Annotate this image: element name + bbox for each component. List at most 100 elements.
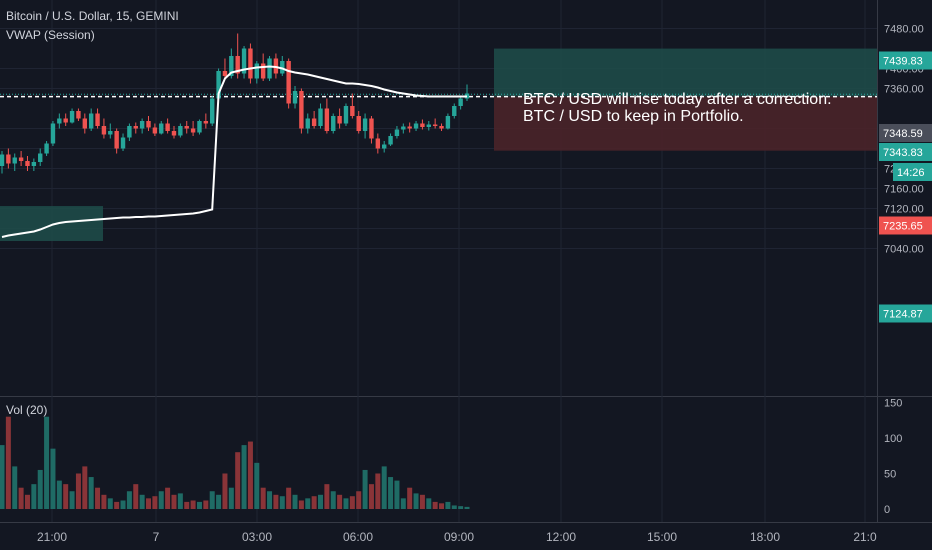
volume-bar bbox=[158, 491, 164, 509]
volume-bar bbox=[101, 494, 107, 509]
candle-body bbox=[375, 138, 381, 149]
volume-bar bbox=[190, 500, 196, 509]
trade-idea-annotation: BTC / USD will rise today after a correc… bbox=[523, 91, 832, 125]
volume-bar bbox=[177, 493, 183, 509]
volume-bar bbox=[107, 498, 113, 509]
candle-body bbox=[146, 121, 151, 128]
volume-bar bbox=[31, 484, 37, 509]
long-position-target-zone bbox=[494, 48, 877, 97]
candle-body bbox=[139, 121, 145, 129]
volume-legend[interactable]: Vol (20) bbox=[6, 403, 48, 417]
volume-bar bbox=[222, 473, 228, 509]
candle-body bbox=[407, 126, 412, 129]
candle-body bbox=[120, 137, 126, 149]
candle-body bbox=[133, 126, 138, 129]
volume-bar bbox=[439, 503, 445, 509]
candle-body bbox=[38, 153, 43, 162]
candle-body bbox=[292, 91, 298, 104]
price-label-entry: 7343.83 bbox=[883, 147, 923, 159]
volume-bar bbox=[209, 491, 215, 509]
candle-body bbox=[159, 123, 164, 134]
candle-body bbox=[101, 126, 107, 135]
candle-body bbox=[445, 116, 451, 129]
volume-bar bbox=[337, 494, 343, 509]
volume-bar bbox=[203, 500, 209, 509]
volume-bar bbox=[56, 480, 62, 509]
candle-body bbox=[382, 144, 387, 149]
candle-body bbox=[248, 48, 253, 79]
candle-body bbox=[413, 123, 419, 129]
volume-bar bbox=[330, 491, 336, 509]
price-label-last: 7348.59 bbox=[883, 128, 923, 140]
price-tick-label: 7160.00 bbox=[884, 184, 924, 196]
volume-bar bbox=[241, 445, 247, 509]
candle-body bbox=[222, 71, 228, 76]
candle-body bbox=[63, 118, 68, 123]
price-label-stop: 7235.65 bbox=[883, 221, 923, 233]
candle-body bbox=[452, 106, 457, 116]
volume-bar bbox=[362, 469, 368, 509]
volume-bar bbox=[349, 496, 355, 509]
volume-bar bbox=[375, 473, 381, 509]
price-tick-label: 7120.00 bbox=[884, 204, 924, 216]
volume-bar bbox=[445, 501, 451, 509]
volume-bar bbox=[464, 506, 470, 509]
candle-body bbox=[18, 157, 24, 161]
candle-body bbox=[458, 98, 463, 106]
candle-body bbox=[235, 56, 240, 74]
candle-body bbox=[299, 91, 304, 129]
time-tick-label: 7 bbox=[153, 530, 160, 544]
candle-body bbox=[324, 108, 330, 131]
candle-body bbox=[464, 93, 470, 99]
old-target-zone bbox=[0, 206, 103, 241]
candle-body bbox=[44, 143, 49, 154]
time-tick-label: 03:00 bbox=[242, 530, 272, 544]
volume-bar bbox=[356, 491, 362, 509]
candle-body bbox=[6, 154, 11, 164]
price-label-level: 7124.87 bbox=[883, 309, 923, 321]
volume-bar bbox=[75, 473, 81, 509]
candle-body bbox=[127, 126, 132, 138]
candle-body bbox=[350, 106, 355, 116]
candle-body bbox=[203, 121, 209, 124]
candle-body bbox=[82, 118, 88, 129]
volume-bar bbox=[247, 441, 253, 509]
candle-body bbox=[331, 116, 336, 131]
candle-body bbox=[305, 118, 310, 129]
candle-body bbox=[184, 126, 189, 129]
candle-body bbox=[229, 56, 234, 76]
candle-body bbox=[190, 128, 196, 133]
volume-bar bbox=[388, 477, 394, 509]
time-tick-label: 21:0 bbox=[853, 530, 877, 544]
volume-bar bbox=[413, 493, 419, 509]
volume-bar bbox=[235, 452, 241, 509]
candle-body bbox=[286, 61, 291, 104]
volume-bar bbox=[114, 501, 120, 509]
price-tick-label: 7040.00 bbox=[884, 244, 924, 256]
candle-body bbox=[152, 127, 158, 134]
candle-body bbox=[76, 111, 81, 119]
time-tick-label: 09:00 bbox=[444, 530, 474, 544]
vwap-line bbox=[1, 65, 467, 238]
candle-body bbox=[343, 106, 349, 124]
volume-bar bbox=[279, 496, 285, 509]
vwap-legend[interactable]: VWAP (Session) bbox=[6, 28, 95, 42]
symbol-legend[interactable]: Bitcoin / U.S. Dollar, 15, GEMINI bbox=[6, 9, 179, 23]
volume-bar bbox=[139, 494, 145, 509]
candle-body bbox=[210, 98, 215, 124]
volume-bar bbox=[426, 498, 432, 509]
candle-body bbox=[69, 111, 75, 123]
candle-body bbox=[260, 63, 266, 79]
volume-bar bbox=[5, 416, 11, 509]
volume-bar bbox=[381, 466, 387, 509]
volume-bar bbox=[133, 484, 139, 509]
candle-body bbox=[439, 126, 444, 129]
candle-body bbox=[50, 123, 56, 144]
candle-body bbox=[31, 162, 37, 166]
candle-body bbox=[311, 118, 317, 126]
candle-body bbox=[394, 129, 400, 136]
volume-tick-label: 0 bbox=[884, 504, 890, 516]
time-tick-label: 15:00 bbox=[647, 530, 677, 544]
candle-body bbox=[0, 154, 5, 166]
